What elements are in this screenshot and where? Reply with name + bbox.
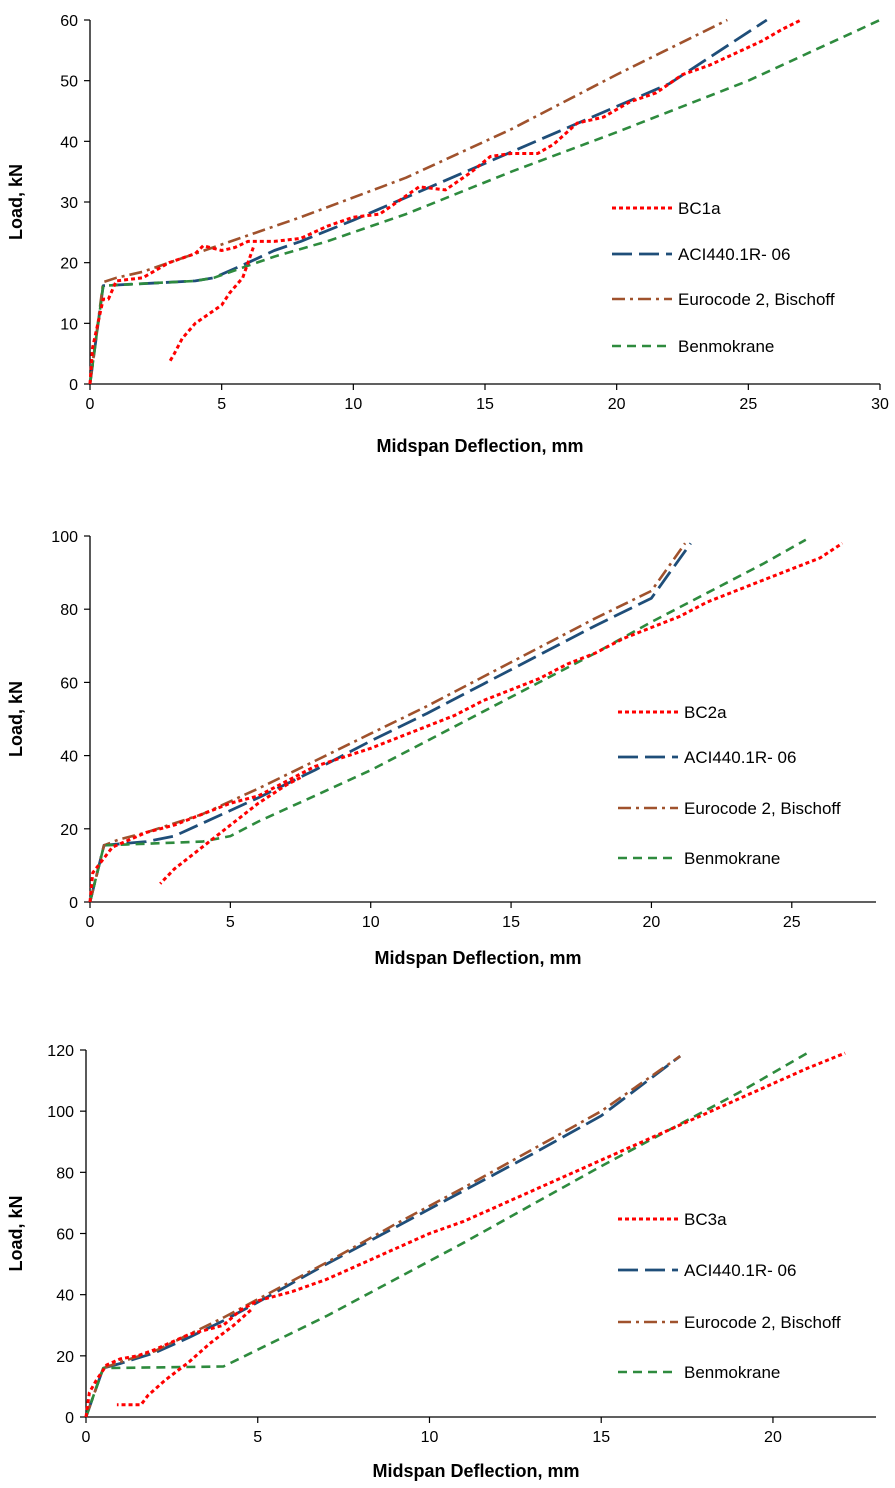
y-tick-label: 20 xyxy=(60,822,78,839)
y-axis-label: Load, kN xyxy=(6,681,26,757)
series-line-bc1a xyxy=(88,18,802,385)
y-tick-label: 60 xyxy=(56,1227,74,1244)
x-tick-label: 0 xyxy=(86,396,95,413)
series-line-eurocode-2-bischoff xyxy=(88,542,687,903)
x-tick-label: 0 xyxy=(86,914,95,931)
x-tick-label: 25 xyxy=(739,396,757,413)
x-tick-label: 20 xyxy=(643,914,661,931)
x-tick-label: 15 xyxy=(592,1429,610,1446)
legend-label: Benmokrane xyxy=(684,849,780,868)
series-line-bc3a xyxy=(84,1051,846,1418)
y-tick-label: 10 xyxy=(60,316,78,333)
x-tick-label: 10 xyxy=(344,396,362,413)
y-tick-label: 40 xyxy=(60,134,78,151)
x-tick-label: 5 xyxy=(253,1429,262,1446)
y-tick-label: 60 xyxy=(60,13,78,30)
y-tick-label: 20 xyxy=(60,256,78,273)
legend-label: Eurocode 2, Bischoff xyxy=(684,1313,841,1332)
y-tick-label: 60 xyxy=(60,675,78,692)
y-tick-label: 40 xyxy=(56,1288,74,1305)
chart-1: 0 10 20 30 40 50 60 0 5 10 15 20 25 30 Midspan Deflect… xyxy=(6,13,889,456)
x-tick-label: 20 xyxy=(608,396,626,413)
series-line-benmokrane xyxy=(84,1051,808,1418)
legend-label: BC1a xyxy=(678,199,721,218)
x-tick-label: 10 xyxy=(421,1429,439,1446)
y-tick-label: 40 xyxy=(60,749,78,766)
legend: BC1a ACI440.1R- 06 Eurocode 2, Bischoff Ben… xyxy=(612,199,835,356)
x-tick-label: 15 xyxy=(502,914,520,931)
x-tick-label: 25 xyxy=(783,914,801,931)
y-tick-label: 100 xyxy=(51,529,78,546)
chart-3: 0 20 40 60 80 100 120 0 5 10 15 20 Midspan Deflectio… xyxy=(6,1043,876,1481)
chart-2: 0 20 40 60 80 100 0 5 10 15 20 25 Midspan Deflection… xyxy=(6,529,876,968)
x-axis-label: Midspan Deflection, mm xyxy=(374,948,581,968)
y-tick-label: 30 xyxy=(60,195,78,212)
y-tick-label: 120 xyxy=(47,1043,74,1060)
legend-label: Eurocode 2, Bischoff xyxy=(684,799,841,818)
y-tick-label: 0 xyxy=(69,895,78,912)
legend-label: BC3a xyxy=(684,1210,727,1229)
x-tick-label: 0 xyxy=(82,1429,91,1446)
legend: BC2a ACI440.1R- 06 Eurocode 2, Bischoff Ben… xyxy=(618,703,841,868)
y-tick-label: 100 xyxy=(47,1104,74,1121)
series-line-bc3a-unloading xyxy=(116,1308,252,1407)
legend-label: ACI440.1R- 06 xyxy=(684,748,796,767)
y-axis-label: Load, kN xyxy=(6,164,26,240)
legend-label: Eurocode 2, Bischoff xyxy=(678,290,835,309)
x-tick-label: 10 xyxy=(362,914,380,931)
legend: BC3a ACI440.1R- 06 Eurocode 2, Bischoff Ben… xyxy=(618,1210,841,1382)
series-line-eurocode-2-bischoff xyxy=(88,18,728,385)
x-tick-label: 5 xyxy=(217,396,226,413)
series-line-bc1a-unloading xyxy=(167,247,255,364)
series-line-aci440-1r-06 xyxy=(88,542,692,903)
y-axis-label: Load, kN xyxy=(6,1195,26,1271)
x-tick-label: 30 xyxy=(871,396,889,413)
y-tick-label: 50 xyxy=(60,74,78,91)
y-tick-label: 0 xyxy=(65,1410,74,1427)
y-tick-label: 80 xyxy=(56,1165,74,1182)
legend-label: ACI440.1R- 06 xyxy=(678,245,790,264)
x-tick-label: 5 xyxy=(226,914,235,931)
legend-label: Benmokrane xyxy=(684,1363,780,1382)
y-tick-label: 80 xyxy=(60,602,78,619)
series-line-eurocode-2-bischoff xyxy=(84,1055,681,1418)
series-line-benmokrane xyxy=(88,18,881,385)
x-axis-label: Midspan Deflection, mm xyxy=(372,1461,579,1481)
x-tick-label: 20 xyxy=(764,1429,782,1446)
x-tick-label: 15 xyxy=(476,396,494,413)
series-line-aci440-1r-06 xyxy=(84,1054,682,1418)
y-tick-label: 20 xyxy=(56,1349,74,1366)
series-line-bc2a xyxy=(88,542,844,903)
x-axis-label: Midspan Deflection, mm xyxy=(376,436,583,456)
legend-label: BC2a xyxy=(684,703,727,722)
series-line-bc2a-unloading xyxy=(159,776,302,885)
legend-label: ACI440.1R- 06 xyxy=(684,1261,796,1280)
legend-label: Benmokrane xyxy=(678,337,774,356)
y-tick-label: 0 xyxy=(69,377,78,394)
